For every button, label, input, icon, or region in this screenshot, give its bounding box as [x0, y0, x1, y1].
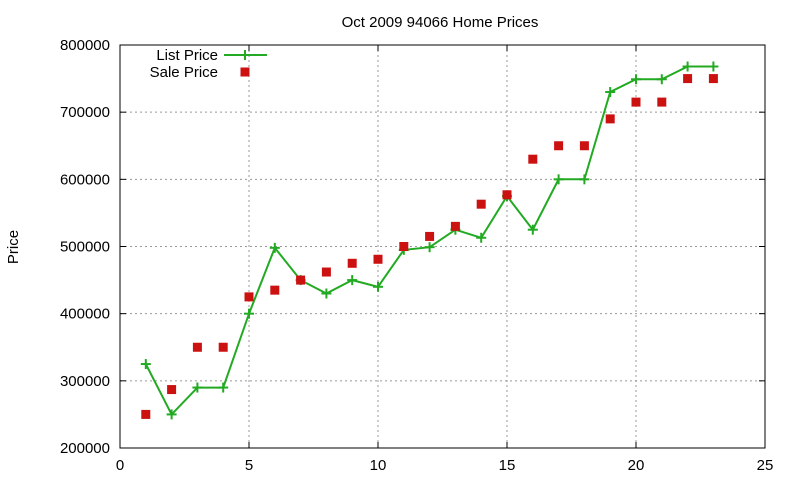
- y-tick-label: 600000: [60, 171, 110, 188]
- sale-price-point: [579, 141, 589, 151]
- y-tick-label: 500000: [60, 239, 110, 256]
- legend-plus-marker: [240, 50, 250, 60]
- list-price-point: [424, 242, 435, 253]
- x-tick-label: 25: [757, 457, 774, 474]
- list-price-point: [476, 232, 487, 243]
- sale-price-point: [708, 74, 718, 84]
- series-layer: [140, 61, 719, 420]
- sale-price-point: [502, 190, 512, 200]
- sale-price-point: [631, 97, 641, 107]
- gridlines: [120, 45, 765, 448]
- legend-label: List Price: [156, 47, 218, 64]
- sale-price-point: [528, 154, 538, 164]
- sale-price-point: [296, 275, 306, 285]
- sale-price-point: [141, 409, 151, 419]
- list-price-point: [192, 382, 203, 393]
- sale-price-point: [450, 221, 460, 231]
- x-tick-label: 5: [245, 457, 253, 474]
- list-price-point: [140, 359, 151, 370]
- list-price-point: [553, 174, 564, 185]
- series-sale-price: [141, 74, 718, 419]
- list-price-point: [166, 409, 177, 420]
- y-axis-label: Price: [5, 230, 22, 264]
- list-price-point: [708, 61, 719, 72]
- x-tick-label: 10: [370, 457, 387, 474]
- y-tick-label: 800000: [60, 37, 110, 54]
- sale-price-point: [425, 231, 435, 241]
- sale-price-point: [167, 385, 177, 395]
- sale-price-point: [605, 114, 615, 124]
- sale-price-point: [476, 199, 486, 209]
- sale-price-point: [657, 97, 667, 107]
- sale-price-point: [554, 141, 564, 151]
- sale-price-point: [321, 267, 331, 277]
- list-price-point: [682, 61, 693, 72]
- chart-title: Oct 2009 94066 Home Prices: [342, 14, 539, 31]
- axis-ticks: 0 5 10 15 20 25 200000 300000 400000 500000 600000…: [60, 37, 773, 474]
- x-tick-label: 0: [116, 457, 124, 474]
- sale-price-point: [347, 258, 357, 268]
- x-tick-label: 15: [499, 457, 516, 474]
- legend-square-marker: [240, 67, 250, 77]
- list-price-point: [527, 224, 538, 235]
- list-price-point: [656, 74, 667, 85]
- x-tick-label: 20: [628, 457, 645, 474]
- list-price-point: [244, 308, 254, 319]
- sale-price-point: [218, 342, 228, 352]
- legend-label: Sale Price: [150, 64, 218, 81]
- list-price-point: [269, 242, 280, 253]
- list-price-point: [321, 288, 332, 299]
- list-price-point: [347, 275, 358, 286]
- list-price-point: [605, 87, 616, 98]
- sale-price-point: [373, 254, 383, 264]
- list-price-point: [373, 281, 383, 292]
- y-tick-label: 200000: [60, 440, 110, 457]
- sale-price-point: [399, 242, 409, 251]
- list-price-point: [218, 382, 229, 393]
- sale-price-point: [244, 292, 254, 302]
- list-price-point: [579, 174, 590, 185]
- sale-price-point: [683, 74, 693, 84]
- list-price-point: [631, 74, 641, 85]
- sale-price-point: [192, 342, 202, 352]
- y-tick-label: 300000: [60, 373, 110, 390]
- y-tick-label: 400000: [60, 306, 110, 323]
- y-tick-label: 700000: [60, 104, 110, 121]
- sale-price-point: [270, 285, 280, 295]
